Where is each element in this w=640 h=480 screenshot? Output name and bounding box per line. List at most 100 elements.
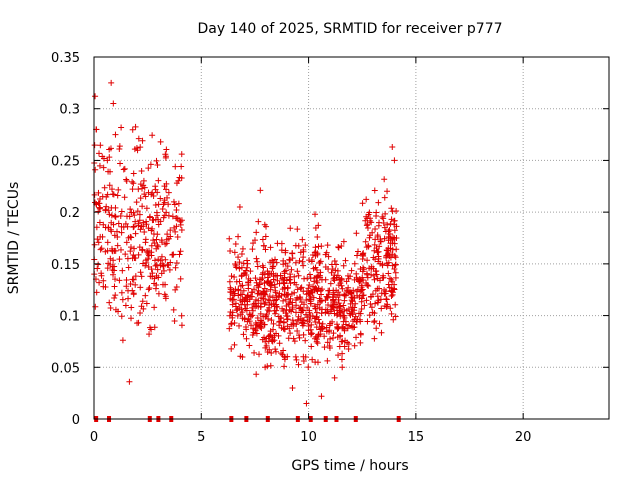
data-point — [287, 280, 294, 287]
data-point — [309, 313, 316, 320]
data-point — [371, 335, 378, 342]
data-point — [381, 194, 388, 201]
y-tick-label: 0.05 — [51, 361, 80, 376]
data-point — [280, 261, 287, 268]
data-point — [266, 333, 273, 340]
data-point — [290, 335, 297, 342]
data-point — [281, 325, 288, 332]
data-point — [252, 327, 259, 334]
data-point — [323, 249, 330, 256]
data-point — [237, 311, 244, 318]
data-point — [353, 334, 360, 341]
data-point — [268, 270, 275, 277]
data-point — [387, 220, 394, 227]
data-point — [243, 264, 250, 271]
data-point — [228, 273, 235, 280]
data-point — [147, 273, 154, 280]
data-point — [236, 322, 243, 329]
data-point — [157, 195, 164, 202]
data-point — [308, 288, 315, 295]
data-point — [304, 314, 311, 321]
data-point — [241, 269, 248, 276]
data-point — [312, 211, 319, 218]
data-point — [165, 189, 172, 196]
data-point — [272, 256, 279, 263]
data-point — [117, 160, 124, 167]
data-point — [116, 143, 123, 150]
data-point — [178, 322, 185, 329]
data-point — [139, 185, 146, 192]
data-point — [389, 291, 396, 298]
data-point — [270, 326, 277, 333]
plot-frame — [93, 56, 610, 420]
data-point — [135, 319, 142, 326]
data-point — [232, 286, 239, 293]
data-point — [152, 285, 159, 292]
data-point — [171, 201, 178, 208]
data-point — [232, 303, 239, 310]
data-point — [390, 316, 397, 323]
data-point — [286, 276, 293, 283]
data-point — [279, 305, 286, 312]
data-point — [92, 93, 99, 100]
data-point — [260, 242, 267, 249]
data-point — [130, 224, 137, 231]
data-point — [92, 166, 99, 173]
data-point — [236, 278, 243, 285]
data-point — [137, 269, 144, 276]
data-point — [254, 282, 261, 289]
data-point — [239, 291, 246, 298]
data-point — [349, 295, 356, 302]
data-point — [261, 301, 268, 308]
data-point — [314, 359, 321, 366]
data-point — [262, 233, 269, 240]
data-point — [342, 292, 349, 299]
data-point — [332, 267, 339, 274]
data-point — [91, 191, 98, 198]
data-point — [371, 318, 378, 325]
data-point — [110, 271, 117, 278]
data-point — [270, 320, 277, 327]
data-point — [272, 348, 279, 355]
data-point — [300, 358, 307, 365]
data-point — [114, 192, 121, 199]
data-point — [131, 255, 138, 262]
data-point — [145, 225, 152, 232]
data-point — [123, 176, 130, 183]
data-point — [292, 309, 299, 316]
data-point — [281, 363, 288, 370]
data-point — [153, 245, 160, 252]
data-point — [372, 226, 379, 233]
data-point — [265, 315, 272, 322]
data-point — [137, 226, 144, 233]
data-point — [294, 268, 301, 275]
data-point — [294, 226, 301, 233]
data-point — [100, 164, 107, 171]
data-point — [354, 292, 361, 299]
data-point — [122, 251, 129, 258]
data-point — [296, 257, 303, 264]
data-point — [278, 247, 285, 254]
data-point — [272, 287, 279, 294]
data-point — [306, 257, 313, 264]
data-point — [130, 276, 137, 283]
data-point — [319, 286, 326, 293]
data-point — [146, 214, 153, 221]
data-point — [100, 277, 107, 284]
data-point — [268, 317, 275, 324]
data-point — [290, 320, 297, 327]
data-point — [131, 245, 138, 252]
data-point — [297, 295, 304, 302]
data-point — [295, 361, 302, 368]
data-point — [292, 353, 299, 360]
data-point — [148, 326, 155, 333]
data-point — [95, 189, 102, 196]
data-point — [391, 240, 398, 247]
data-point — [345, 341, 352, 348]
data-point — [388, 205, 395, 212]
data-point — [376, 243, 383, 250]
data-point — [292, 259, 299, 266]
data-point — [307, 296, 314, 303]
data-point — [389, 246, 396, 253]
y-tick-label: 0.35 — [51, 51, 80, 66]
